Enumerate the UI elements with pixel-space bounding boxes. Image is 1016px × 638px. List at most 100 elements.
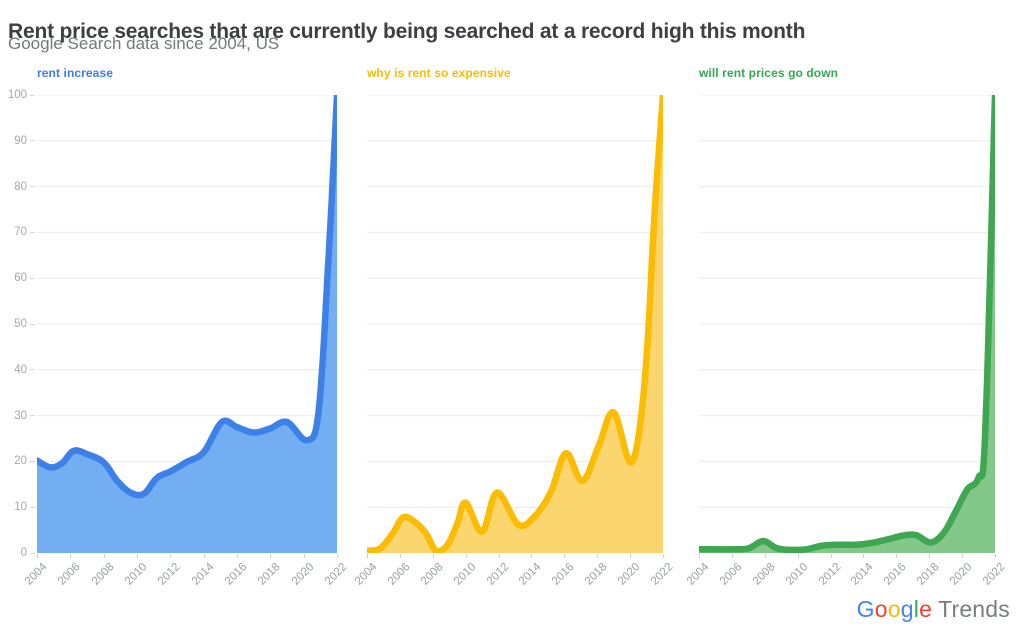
y-tick-label: 60 [14,270,35,286]
area-fill [699,95,995,553]
x-tick-mark [399,554,401,558]
x-tick-label: 2020 [948,561,975,588]
x-tick-label: 2016 [550,561,577,588]
x-tick-mark [203,554,205,558]
chart-plot [699,95,995,553]
x-tick-mark [103,554,105,558]
y-tick-mark [30,506,35,508]
x-tick-mark [663,554,664,558]
x-tick-mark [498,554,500,558]
y-tick-label: 0 [21,545,35,561]
y-tick-label: 40 [14,362,35,378]
chart-panel: will rent prices go down 2004 2006 2008 201… [685,66,1008,595]
y-tick-mark [30,460,35,462]
x-tick-mark [863,554,865,558]
x-tick-mark [465,554,467,558]
x-tick-mark [432,554,434,558]
x-tick-mark [962,554,964,558]
x-tick-mark [597,554,599,558]
y-tick-mark [30,94,35,96]
x-tick-mark [630,554,632,558]
google-logo-letter: G [856,596,875,622]
x-tick-label: 2004 [684,561,712,588]
area-fill [37,95,337,553]
x-tick-label: 2016 [882,561,909,588]
y-tick-label: 100 [8,87,35,103]
x-tick-label: 2018 [915,561,942,588]
x-tick-mark [929,554,931,558]
x-tick-label: 2012 [156,561,183,588]
y-tick-label: 30 [14,408,35,424]
area-fill [367,95,663,553]
area-chart-svg [367,95,663,553]
chart-plot [367,95,663,553]
y-tick-label: 70 [14,224,35,240]
page-title: Rent price searches that are currently b… [8,20,806,44]
y-tick-mark [30,415,35,417]
google-logo-letter: g [900,596,914,622]
y-tick-mark [30,231,35,233]
x-tick-mark [797,554,799,558]
x-tick-label: 2018 [256,561,283,588]
trend-line [699,95,995,553]
area-chart-svg [37,95,337,553]
y-tick-label: 50 [14,316,35,332]
x-tick-mark [270,554,272,558]
y-tick-mark [30,552,35,554]
chart-title: why is rent so expensive [367,66,511,80]
area-chart-svg [699,95,995,553]
google-logo-letter: e [919,596,933,622]
y-tick-label: 20 [14,453,35,469]
y-tick-label: 80 [14,179,35,195]
x-tick-mark [337,554,338,558]
x-tick-label: 2012 [816,561,844,588]
charts-row: 100 90 80 70 60 50 40 30 20 10 0 rent increase 200… [0,66,1008,595]
x-axis: 2004 2006 2008 2010 2012 2014 2016 2018 2020 2022 [685,553,1007,595]
chart-plot [37,95,337,553]
x-tick-label: 2010 [783,561,811,588]
x-tick-mark [764,554,766,558]
x-tick-mark [731,554,733,558]
x-tick-mark [531,554,533,558]
x-tick-label: 2006 [56,561,83,588]
google-logo-letter: o [887,596,901,622]
x-axis: 2004 2006 2008 2010 2012 2014 2016 2018 2020 2022 [353,553,675,595]
x-tick-label: 2008 [418,561,446,588]
x-tick-mark [367,554,368,558]
x-tick-label: 2020 [289,561,317,588]
x-tick-label: 2022 [322,561,350,588]
x-tick-label: 2014 [517,561,544,588]
x-tick-label: 2010 [451,561,479,588]
chart-panel: rent increase 2004 2006 2008 2010 2012 2014 20… [23,66,350,595]
chart-title: rent increase [37,66,114,80]
y-axis: 100 90 80 70 60 50 40 30 20 10 0 [0,89,37,559]
x-axis: 2004 2006 2008 2010 2012 2014 2016 2018 2020 2022 [23,553,349,595]
page-subtitle: Google Search data since 2004, US [8,34,280,53]
x-tick-mark [995,554,996,558]
y-tick-mark [30,277,35,279]
x-tick-mark [830,554,832,558]
x-tick-label: 2006 [717,561,745,588]
x-tick-label: 2014 [189,561,217,588]
y-tick-mark [30,186,35,188]
y-tick-label: 10 [14,499,35,515]
x-tick-label: 2022 [648,561,676,588]
x-tick-mark [37,554,38,558]
x-tick-label: 2018 [583,561,610,588]
x-tick-label: 2010 [122,561,150,588]
y-tick-mark [30,140,35,142]
x-tick-label: 2006 [385,561,413,588]
x-tick-mark [237,554,238,558]
x-tick-label: 2022 [980,561,1008,588]
x-tick-label: 2020 [616,561,643,588]
trend-line [367,95,663,553]
x-tick-label: 2014 [849,561,876,588]
x-tick-label: 2004 [352,561,380,588]
x-tick-label: 2004 [22,561,50,588]
x-tick-label: 2016 [222,561,250,588]
chart-title: will rent prices go down [699,66,839,80]
y-tick-mark [30,323,35,325]
google-trends-logo: Google Trends [857,596,1010,623]
x-tick-mark [699,554,700,558]
